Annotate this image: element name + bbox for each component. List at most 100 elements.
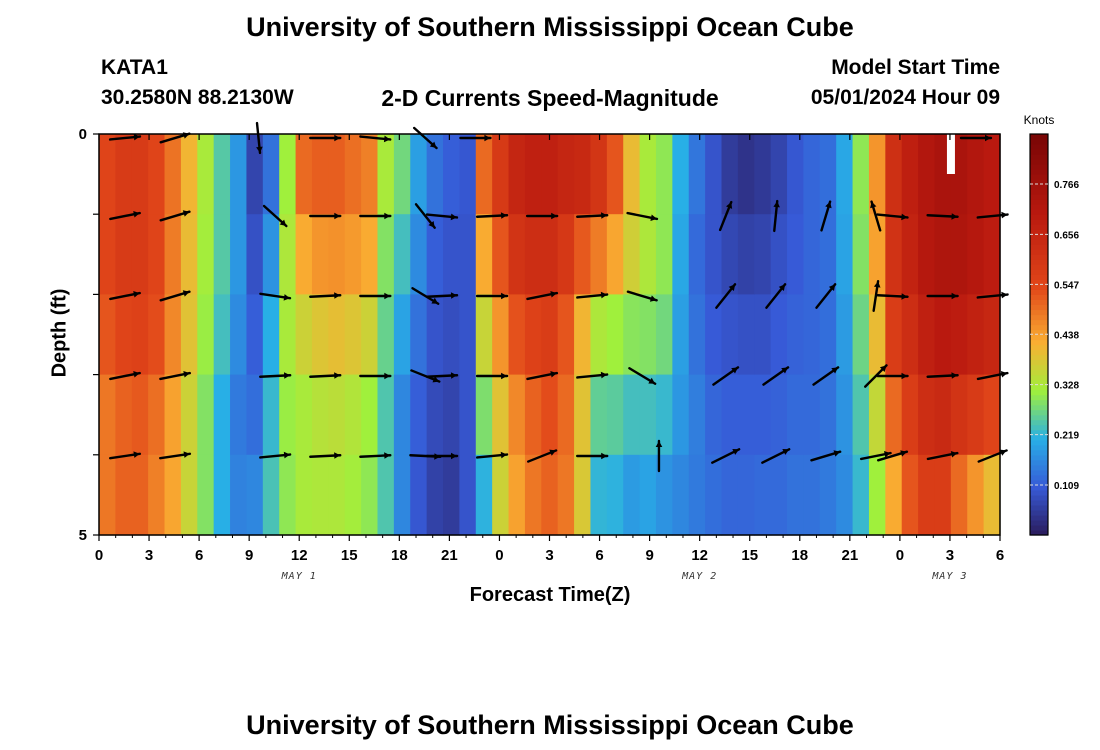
current-arrow: [475, 451, 509, 459]
colorbar-step: [1030, 139, 1048, 145]
heatmap-cell: [655, 374, 673, 456]
heatmap-cell: [950, 374, 968, 456]
heatmap-cell: [541, 134, 559, 215]
current-arrow: [655, 439, 663, 473]
x-tick-label: 6: [595, 547, 603, 564]
heatmap-cell: [492, 374, 510, 456]
heatmap-cell: [344, 374, 362, 456]
current-arrow: [626, 290, 658, 302]
heatmap-cell: [377, 134, 395, 215]
colorbar-step: [1030, 374, 1048, 381]
x-axis: 0 3 6 9 12 15 18 21 0 3 6 9 12 15 18 21 0 3 6 MAY 1 MAY 2 MAY…: [95, 134, 1004, 582]
heatmap-cell: [443, 374, 460, 456]
heatmap-cell: [967, 294, 985, 376]
current-arrow: [359, 372, 392, 380]
heatmap-cell: [524, 134, 542, 215]
heatmap-cell: [918, 214, 936, 295]
colorbar-step: [1030, 514, 1048, 521]
heatmap-cell: [99, 374, 116, 456]
heatmap-cell: [639, 454, 657, 536]
heatmap-cell: [623, 134, 641, 215]
heatmap-cell: [819, 214, 837, 295]
heatmap-cell: [606, 454, 624, 536]
current-arrow: [413, 126, 438, 150]
heatmap-cell: [721, 294, 739, 376]
current-arrow: [872, 279, 881, 313]
current-arrow: [876, 213, 909, 221]
colorbar-step: [1030, 359, 1048, 366]
heatmap-cell: [393, 134, 411, 215]
colorbar-step: [1030, 204, 1048, 210]
heatmap-cell: [213, 214, 231, 295]
heatmap-cell: [983, 294, 1001, 376]
colorbar-step: [1030, 219, 1048, 225]
heatmap-cell: [426, 134, 444, 215]
x-tick-label: 15: [741, 547, 758, 564]
colorbar-step: [1030, 234, 1048, 240]
colorbar-step: [1030, 269, 1048, 275]
heatmap-cell: [197, 454, 215, 536]
current-arrow: [773, 199, 780, 233]
heatmap-cell: [459, 134, 477, 215]
heatmap-cell: [131, 134, 149, 215]
colorbar-step: [1030, 499, 1048, 506]
heatmap-cell: [492, 454, 510, 536]
colorbar-step: [1030, 414, 1048, 421]
heatmap-cell: [574, 134, 592, 215]
heatmap-cell: [705, 294, 723, 376]
heatmap-cell: [967, 214, 985, 295]
colorbar-step: [1030, 194, 1048, 200]
heatmap-cell: [934, 294, 952, 376]
heatmap-cell: [459, 214, 477, 295]
current-arrow: [576, 291, 609, 299]
current-arrow: [526, 371, 559, 381]
heatmap-cell: [836, 294, 854, 376]
heatmap-cell: [344, 454, 362, 536]
current-arrow: [425, 452, 459, 460]
x-tick-label: 6: [195, 547, 203, 564]
colorbar-step: [1030, 434, 1048, 441]
heatmap-cell: [524, 374, 542, 456]
heatmap-cell: [934, 454, 952, 536]
heatmap-cell: [770, 454, 788, 536]
colorbar-tick-label: 0.328: [1054, 381, 1079, 392]
heatmap-cell: [655, 294, 673, 376]
colorbar-step: [1030, 239, 1048, 245]
colorbar-step: [1030, 199, 1048, 205]
colorbar-step: [1030, 144, 1048, 150]
heatmap-cell: [541, 214, 559, 295]
heatmap-cell: [787, 134, 805, 215]
heatmap-cell: [328, 454, 346, 536]
current-arrow: [762, 366, 790, 386]
heatmap-cell: [688, 294, 706, 376]
heatmap-cell: [180, 454, 198, 536]
heatmap-cell: [426, 374, 444, 456]
heatmap-cell: [410, 294, 428, 376]
current-arrow: [309, 452, 342, 459]
heatmap-cell: [705, 454, 723, 536]
current-arrow: [262, 204, 288, 228]
heatmap-cell: [901, 214, 919, 295]
heatmap-cell: [197, 214, 215, 295]
heatmap-cell: [164, 454, 182, 536]
heatmap-cell: [754, 134, 772, 215]
current-arrow: [718, 200, 733, 232]
heatmap-cell: [508, 454, 526, 536]
heatmap-cell: [410, 374, 428, 456]
current-arrow: [765, 283, 787, 309]
heatmap-cell: [590, 454, 608, 536]
colorbar-step: [1030, 479, 1048, 486]
heatmap-cell: [623, 214, 641, 295]
current-arrow: [109, 211, 141, 221]
colorbar-step: [1030, 409, 1048, 416]
heatmap-cell: [361, 134, 379, 215]
heatmap-cell: [705, 214, 723, 295]
colorbar-step: [1030, 254, 1048, 260]
current-arrow: [259, 451, 292, 459]
colorbar-step: [1030, 419, 1048, 426]
x-tick-label: 21: [441, 547, 458, 564]
heatmap-cell: [262, 214, 280, 295]
day-label: MAY 2: [681, 571, 717, 582]
heatmap-cell: [410, 214, 428, 295]
colorbar-step: [1030, 244, 1048, 250]
